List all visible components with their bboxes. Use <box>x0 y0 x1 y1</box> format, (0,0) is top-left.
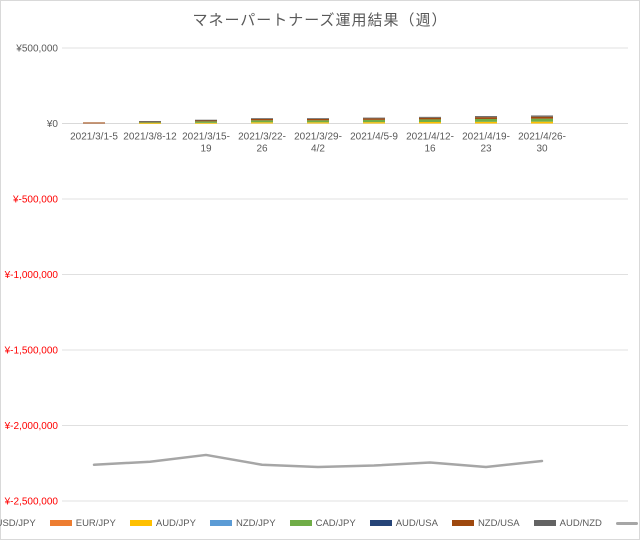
legend-swatch <box>369 520 392 526</box>
legend-label: CAD/JPY <box>315 517 356 529</box>
bar-segment <box>307 120 329 123</box>
legend-label: AUD/NZD <box>559 517 602 529</box>
bar-segment <box>195 119 217 121</box>
bar-segment <box>363 119 385 123</box>
bar-segment <box>251 120 273 123</box>
bar-segment <box>419 116 441 118</box>
x-tick-label: 2021/3/8-12 <box>123 132 177 143</box>
bar-segment <box>475 117 497 119</box>
bar-segment <box>307 118 329 121</box>
legend-swatch <box>533 520 556 526</box>
y-tick-label: ¥-2,000,000 <box>4 421 59 432</box>
bar-segment <box>419 121 441 124</box>
y-tick-label: ¥500,000 <box>15 44 58 55</box>
x-tick-label: 30 <box>536 144 548 155</box>
y-tick-label: ¥-1,000,000 <box>4 270 59 281</box>
x-tick-label: 26 <box>256 144 268 155</box>
x-tick-label: 2021/4/26- <box>518 132 566 143</box>
bar-segment <box>363 118 385 120</box>
bar-segment <box>195 122 217 124</box>
bar-segment <box>83 122 105 124</box>
legend-item: AUD/JPY <box>129 516 196 530</box>
bar-segment <box>139 121 161 122</box>
bar-segment <box>475 121 497 124</box>
legend-swatch <box>289 520 312 526</box>
bar-segment <box>475 118 497 122</box>
legend-swatch <box>129 520 152 526</box>
bar-segment <box>251 118 273 120</box>
bar-segment <box>531 115 553 117</box>
bar-segment <box>251 122 273 124</box>
legend-label: NZD/JPY <box>235 517 276 529</box>
legend-label: AUD/USA <box>395 517 438 529</box>
legend-item: USD/JPY <box>0 516 36 530</box>
legend-item: NZD/JPY <box>209 516 276 530</box>
x-tick-label: 2021/3/15- <box>182 132 230 143</box>
x-tick-label: 23 <box>480 144 492 155</box>
bar-segment <box>531 121 553 124</box>
legend-item: 評価益 <box>615 516 640 530</box>
y-tick-label: ¥-500,000 <box>12 195 58 206</box>
bar-segment <box>531 118 553 122</box>
legend-label: USD/JPY <box>0 517 36 529</box>
bar-segment <box>363 117 385 119</box>
legend-line-swatch <box>615 521 638 525</box>
legend-label: EUR/JPY <box>75 517 116 529</box>
bar-segment <box>419 119 441 122</box>
bar-segment <box>363 122 385 124</box>
x-tick-label: 2021/4/19- <box>462 132 510 143</box>
legend-item: EUR/JPY <box>49 516 116 530</box>
x-tick-label: 2021/3/1-5 <box>70 132 118 143</box>
line-series-path <box>92 453 544 469</box>
legend-label: NZD/USA <box>477 517 520 529</box>
bar-segment <box>251 118 273 121</box>
chart-title: マネーパートナーズ運用結果（週） <box>192 11 448 29</box>
bar-segment <box>139 123 161 124</box>
x-tick-label: 2021/4/5-9 <box>350 132 398 143</box>
x-tick-label: 16 <box>424 144 436 155</box>
x-tick-label: 19 <box>200 144 212 155</box>
x-tick-label: 2021/4/12- <box>406 132 454 143</box>
bar-segment <box>419 117 441 120</box>
y-tick-label: ¥-1,500,000 <box>4 346 59 357</box>
legend-label: AUD/JPY <box>155 517 196 529</box>
x-tick-label: 2021/3/22- <box>238 132 286 143</box>
legend-item: AUD/USA <box>369 516 438 530</box>
bar-segment <box>195 121 217 123</box>
y-tick-label: ¥0 <box>46 119 59 130</box>
legend-item: NZD/USA <box>451 516 520 530</box>
x-tick-label: 4/2 <box>311 144 325 155</box>
bar-segment <box>195 120 217 122</box>
y-tick-label: ¥-2,500,000 <box>4 497 59 508</box>
legend-swatch <box>49 520 72 526</box>
bar-segment <box>475 116 497 118</box>
legend-item: AUD/NZD <box>533 516 602 530</box>
legend-swatch <box>209 520 232 526</box>
x-tick-label: 2021/3/29- <box>294 132 342 143</box>
bar-segment <box>139 122 161 124</box>
legend-item: CAD/JPY <box>289 516 356 530</box>
bar-segment <box>307 122 329 124</box>
bar-segment <box>307 118 329 120</box>
bar-segment <box>531 116 553 119</box>
legend-swatch <box>451 520 474 526</box>
legend: USD/JPY EUR/JPY AUD/JPY NZD/JPY CAD/JPY AUD/U… <box>0 516 640 530</box>
